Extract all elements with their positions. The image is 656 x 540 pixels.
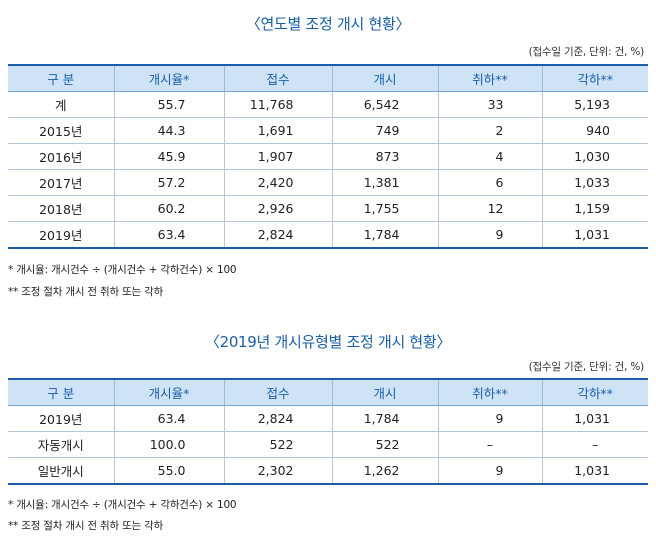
table-cell: 1,381 xyxy=(331,169,438,196)
table2-header-rate: 개시율* xyxy=(113,378,224,406)
table-cell: 1,033 xyxy=(541,169,648,196)
table-cell: 100.0 xyxy=(113,431,224,458)
table-cell: 522 xyxy=(331,431,438,458)
table2-footnote-1: * 개시율: 개시건수 ÷ (개시건수 + 각하건수) × 100 xyxy=(8,499,237,511)
table-cell: 33 xyxy=(437,91,542,118)
table-row: 2015년 44.3 1,691 749 2 940 xyxy=(8,117,648,144)
table1-header-row: 구 분 개시율* 접수 개시 취하** 각하** xyxy=(8,64,648,92)
table-row: 일반개시 55.0 2,302 1,262 9 1,031 xyxy=(8,457,648,485)
table1-header-withdrawn: 취하** xyxy=(437,64,542,92)
table2-header-row: 구 분 개시율* 접수 개시 취하** 각하** xyxy=(8,378,648,406)
table-cell: 2,926 xyxy=(223,195,332,222)
table-cell: – xyxy=(541,431,648,458)
table-cell: 1,031 xyxy=(541,221,648,249)
table-cell: 9 xyxy=(437,457,542,485)
table-cell: 11,768 xyxy=(223,91,332,118)
table-cell: 2,824 xyxy=(223,405,332,432)
table1-header-started: 개시 xyxy=(331,64,438,92)
table-cell: 1,031 xyxy=(541,457,648,485)
table-cell: 2016년 xyxy=(8,143,114,170)
table-cell: 1,031 xyxy=(541,405,648,432)
table1: 구 분 개시율* 접수 개시 취하** 각하** 계 55.7 11,768 6… xyxy=(8,64,648,249)
table-cell: 4 xyxy=(437,143,542,170)
table-cell: 12 xyxy=(437,195,542,222)
table-cell: 자동개시 xyxy=(8,431,114,458)
table-cell: 1,159 xyxy=(541,195,648,222)
table2-header-dismissed: 각하** xyxy=(541,378,648,406)
table-cell: – xyxy=(437,431,542,458)
table-cell: 1,784 xyxy=(331,221,438,249)
table1-unit-note: (접수일 기준, 단위: 건, %) xyxy=(528,46,645,58)
table-row: 2017년 57.2 2,420 1,381 6 1,033 xyxy=(8,169,648,196)
table-row: 계 55.7 11,768 6,542 33 5,193 xyxy=(8,91,648,118)
table-cell: 5,193 xyxy=(541,91,648,118)
table-cell: 2,420 xyxy=(223,169,332,196)
table1-header-received: 접수 xyxy=(223,64,332,92)
table-cell: 1,907 xyxy=(223,143,332,170)
table-cell: 63.4 xyxy=(113,405,224,432)
table-cell: 6 xyxy=(437,169,542,196)
table-cell: 9 xyxy=(437,221,542,249)
table-cell: 1,691 xyxy=(223,117,332,144)
table-cell: 522 xyxy=(223,431,332,458)
table-cell: 60.2 xyxy=(113,195,224,222)
table-cell: 873 xyxy=(331,143,438,170)
table-cell: 55.0 xyxy=(113,457,224,485)
table-cell: 1,755 xyxy=(331,195,438,222)
table1-header-rate: 개시율* xyxy=(113,64,224,92)
table-cell: 일반개시 xyxy=(8,457,114,485)
table-cell: 2019년 xyxy=(8,405,114,432)
table-cell: 2 xyxy=(437,117,542,144)
table2-header-received: 접수 xyxy=(223,378,332,406)
table-cell: 계 xyxy=(8,91,114,118)
table-cell: 2019년 xyxy=(8,221,114,249)
table1-footnote-1: * 개시율: 개시건수 ÷ (개시건수 + 각하건수) × 100 xyxy=(8,264,237,276)
table-cell: 63.4 xyxy=(113,221,224,249)
table-cell: 55.7 xyxy=(113,91,224,118)
table-cell: 6,542 xyxy=(331,91,438,118)
table1-header-category: 구 분 xyxy=(8,64,114,92)
table-cell: 1,262 xyxy=(331,457,438,485)
table2-header-started: 개시 xyxy=(331,378,438,406)
table-row: 2019년 63.4 2,824 1,784 9 1,031 xyxy=(8,405,648,432)
table-cell: 1,030 xyxy=(541,143,648,170)
table-cell: 44.3 xyxy=(113,117,224,144)
table-cell: 2015년 xyxy=(8,117,114,144)
table-cell: 45.9 xyxy=(113,143,224,170)
table-cell: 2018년 xyxy=(8,195,114,222)
table-row: 2019년 63.4 2,824 1,784 9 1,031 xyxy=(8,221,648,249)
table2: 구 분 개시율* 접수 개시 취하** 각하** 2019년 63.4 2,82… xyxy=(8,378,648,485)
table2-title: 〈2019년 개시유형별 조정 개시 현황〉 xyxy=(204,333,452,351)
table-row: 자동개시 100.0 522 522 – – xyxy=(8,431,648,458)
table-cell: 749 xyxy=(331,117,438,144)
table2-header-withdrawn: 취하** xyxy=(437,378,542,406)
table1-footnote-2: ** 조정 절차 개시 전 취하 또는 각하 xyxy=(8,286,164,298)
table-cell: 2017년 xyxy=(8,169,114,196)
table-cell: 2,302 xyxy=(223,457,332,485)
table-cell: 57.2 xyxy=(113,169,224,196)
table-cell: 9 xyxy=(437,405,542,432)
table2-header-category: 구 분 xyxy=(8,378,114,406)
table-cell: 2,824 xyxy=(223,221,332,249)
table1-title: 〈연도별 조정 개시 현황〉 xyxy=(245,15,411,33)
table-cell: 940 xyxy=(541,117,648,144)
table-row: 2018년 60.2 2,926 1,755 12 1,159 xyxy=(8,195,648,222)
table2-footnote-2: ** 조정 절차 개시 전 취하 또는 각하 xyxy=(8,520,164,532)
table-row: 2016년 45.9 1,907 873 4 1,030 xyxy=(8,143,648,170)
table1-header-dismissed: 각하** xyxy=(541,64,648,92)
table-cell: 1,784 xyxy=(331,405,438,432)
table2-unit-note: (접수일 기준, 단위: 건, %) xyxy=(528,361,645,373)
